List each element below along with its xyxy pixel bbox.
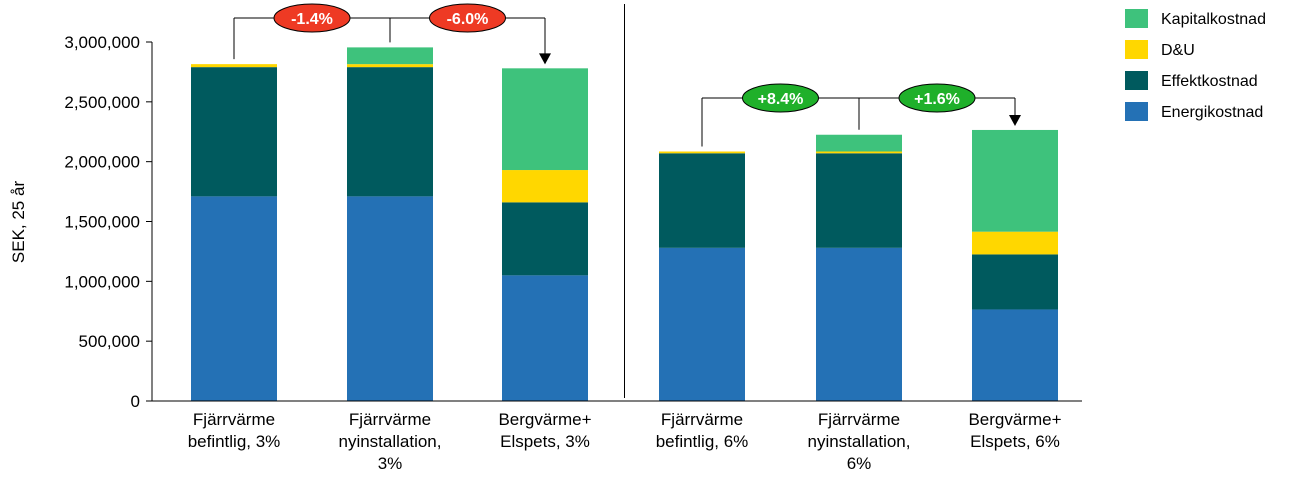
bar-segment-effektkostnad [659,153,745,248]
bar-segment-energikostnad [191,196,277,401]
y-ticks: 0 500,000 1,000,000 1,500,000 2,000,000 2,500… [64,33,152,411]
bar-segment-du [816,151,902,154]
bar-segment-energikostnad [972,309,1058,401]
bar-segment-effektkostnad [972,254,1058,310]
bar-segment-energikostnad [347,196,433,401]
y-tick-label: 0 [131,392,140,411]
y-tick-label: 2,000,000 [64,153,140,172]
y-tick-label: 2,500,000 [64,93,140,112]
bar-segment-effektkostnad [816,153,902,248]
bar-segment-kapitalkostnad [502,68,588,171]
category-label: 3% [378,454,403,473]
legend-swatch [1125,71,1148,90]
bar-segment-energikostnad [659,247,745,401]
bar-segment-kapitalkostnad [347,47,433,65]
bar-segment-effektkostnad [347,67,433,197]
category-label: Bergvärme+ [498,410,591,429]
legend-label: Effektkostnad [1161,73,1258,90]
change-badge [273,3,351,33]
category-label: Fjärrvärme [193,410,275,429]
bar-segment-energikostnad [816,247,902,401]
legend: Kapitalkostnad D&U Effektkostnad Energikost… [1125,9,1266,121]
legend-swatch [1125,40,1148,59]
bar-segment-du [347,64,433,68]
change-label: -1.4% [291,11,333,28]
change-label: +8.4% [758,91,804,108]
category-labels: Fjärrvärme befintlig, 3% Fjärrvärme nyinsta… [188,410,1062,473]
bar-segment-du [191,64,277,68]
change-label: +1.6% [914,91,960,108]
change-badge [898,83,976,113]
axes [151,4,1082,402]
bars [191,47,1058,401]
bar-segment-kapitalkostnad [816,134,902,152]
category-label: befintlig, 6% [656,432,749,451]
category-label: 6% [847,454,872,473]
legend-label: Energikostnad [1161,104,1263,121]
bar-segment-kapitalkostnad [972,129,1058,232]
bar-segment-du [502,170,588,203]
bar-segment-du [972,231,1058,255]
category-label: Elspets, 6% [970,432,1060,451]
legend-swatch [1125,9,1148,28]
change-badge [429,3,506,33]
category-label: nyinstallation, [807,432,910,451]
category-label: befintlig, 3% [188,432,281,451]
category-label: Fjärrvärme [349,410,431,429]
y-tick-label: 1,000,000 [64,272,140,291]
bar-segment-energikostnad [502,275,588,401]
bar-segment-effektkostnad [191,67,277,197]
change-label: -6.0% [447,11,489,28]
change-badge [742,83,819,113]
category-label: Bergvärme+ [968,410,1061,429]
bar-segment-du [659,151,745,154]
y-tick-label: 3,000,000 [64,33,140,52]
y-axis-label: SEK, 25 år [9,181,28,264]
legend-swatch [1125,102,1148,121]
legend-label: D&U [1161,42,1195,59]
category-label: Fjärrvärme [818,410,900,429]
legend-label: Kapitalkostnad [1161,11,1266,28]
bar-segment-effektkostnad [502,202,588,276]
y-tick-label: 500,000 [79,332,140,351]
arrow-head [1009,114,1021,126]
category-label: Elspets, 3% [500,432,590,451]
category-label: Fjärrvärme [661,410,743,429]
y-tick-label: 1,500,000 [64,213,140,232]
arrow-head [539,53,551,65]
category-label: nyinstallation, [338,432,441,451]
annotations: -1.4% -6.0% +8.4% +1.6% [233,3,1021,147]
